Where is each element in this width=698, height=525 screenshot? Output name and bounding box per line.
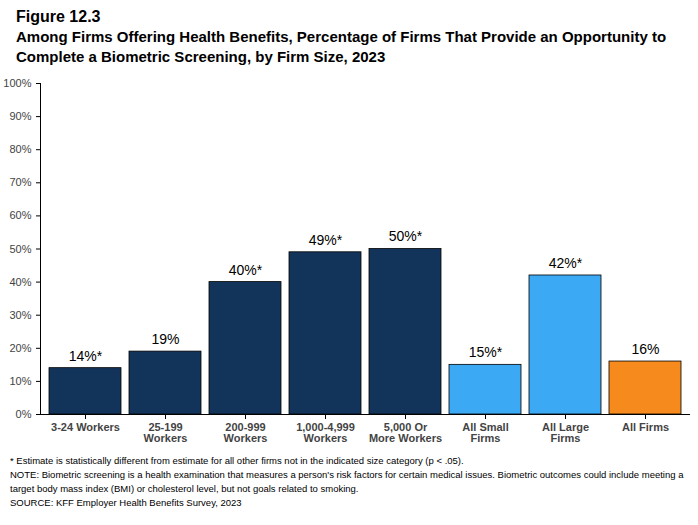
- svg-text:40%*: 40%*: [229, 262, 263, 278]
- html-text:SOURCE: KFF Employer Health Be: SOURCE: KFF Employer Health Benefits Sur…: [10, 497, 242, 508]
- svg-text:5,000 OrMore Workers: 5,000 OrMore Workers: [369, 421, 442, 444]
- html-text:NOTE: Biometric screening is a: NOTE: Biometric screening is a health ex…: [10, 469, 684, 494]
- svg-text:40%: 40%: [9, 276, 31, 288]
- svg-text:90%: 90%: [9, 110, 31, 122]
- svg-text:0%: 0%: [16, 408, 32, 420]
- svg-text:80%: 80%: [9, 143, 31, 155]
- svg-text:25-199Workers: 25-199Workers: [144, 421, 188, 444]
- svg-text:All Firms: All Firms: [622, 421, 669, 433]
- svg-text:15%*: 15%*: [469, 344, 503, 360]
- svg-text:16%: 16%: [631, 341, 659, 357]
- html-text:* Estimate is statistically di: * Estimate is statistically different fr…: [10, 455, 464, 466]
- svg-text:50%: 50%: [9, 243, 31, 255]
- svg-text:14%*: 14%*: [69, 348, 103, 364]
- svg-text:50%*: 50%*: [389, 228, 423, 244]
- svg-text:20%: 20%: [9, 342, 31, 354]
- svg-text:19%: 19%: [151, 331, 179, 347]
- svg-text:70%: 70%: [9, 176, 31, 188]
- svg-text:30%: 30%: [9, 309, 31, 321]
- svg-text:All LargeFirms: All LargeFirms: [542, 421, 589, 444]
- svg-text:3-24 Workers: 3-24 Workers: [51, 421, 120, 433]
- svg-text:42%*: 42%*: [549, 255, 583, 271]
- svg-text:200-999Workers: 200-999Workers: [224, 421, 268, 444]
- svg-text:49%*: 49%*: [309, 232, 343, 248]
- svg-text:10%: 10%: [9, 375, 31, 387]
- svg-text:All SmallFirms: All SmallFirms: [462, 421, 508, 444]
- svg-text:1,000-4,999Workers: 1,000-4,999Workers: [296, 421, 355, 444]
- svg-text:100%: 100%: [3, 77, 31, 89]
- html-text:Among Firms Offering Health Be: Among Firms Offering Health Benefits, Pe…: [16, 28, 667, 65]
- html-text:Figure 12.3: Figure 12.3: [16, 8, 101, 25]
- svg-text:60%: 60%: [9, 209, 31, 221]
